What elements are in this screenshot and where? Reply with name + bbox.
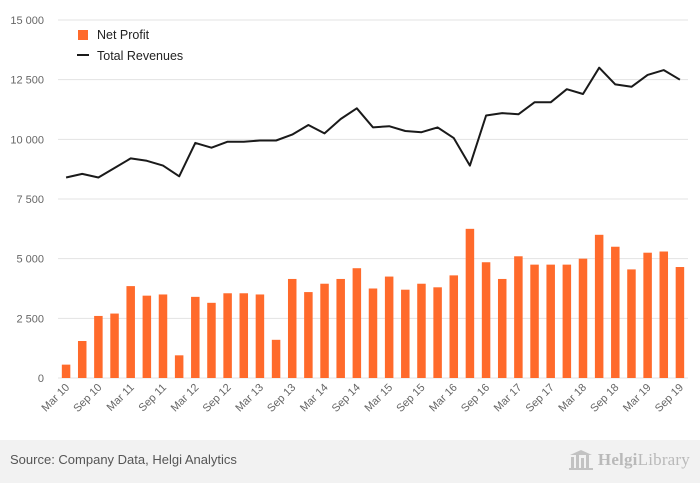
net-profit-bar [126, 286, 135, 378]
y-tick-label: 10 000 [10, 134, 44, 146]
x-tick-label: Mar 17 [492, 382, 525, 415]
net-profit-bar [320, 283, 329, 378]
net-profit-bar [255, 294, 265, 378]
net-profit-bar [94, 315, 103, 378]
x-tick-label: Mar 14 [298, 382, 331, 415]
x-tick-label: Sep 13 [265, 382, 298, 415]
footer: Source: Company Data, Helgi Analytics He… [0, 440, 700, 483]
net-profit-bar [643, 252, 652, 378]
net-profit-bar [530, 264, 539, 378]
net-profit-bar [546, 264, 555, 378]
legend-swatch-net-profit [78, 30, 88, 40]
net-profit-bar [578, 258, 588, 378]
source-note: Source: Company Data, Helgi Analytics [10, 452, 237, 467]
total-revenues-line-layer [65, 66, 681, 179]
net-profit-bar [158, 294, 168, 378]
net-profit-bar [304, 292, 313, 378]
net-profit-bar [514, 256, 523, 378]
legend-label-net-profit: Net Profit [97, 28, 150, 42]
net-profit-bar [191, 296, 200, 378]
helgi-library-logo: HelgiLibrary [568, 449, 690, 471]
x-tick-label: Sep 15 [394, 382, 427, 415]
net-profit-bar [465, 228, 475, 378]
net-profit-bar [481, 262, 491, 378]
net-profit-bar [368, 288, 378, 378]
y-tick-label: 12 500 [10, 75, 44, 87]
x-tick-label: Sep 16 [459, 382, 492, 415]
y-tick-label: 5 000 [16, 254, 44, 266]
x-tick-label: Mar 11 [105, 382, 137, 414]
net-profit-bar [110, 313, 119, 378]
chart-svg: 0 2 500 5 000 7 500 10 000 12 500 15 000 Mar 1… [10, 15, 688, 415]
net-profit-bar [401, 289, 410, 378]
net-profit-bar [417, 283, 426, 378]
net-profit-bar [384, 276, 394, 378]
y-tick-label: 7 500 [16, 194, 44, 206]
net-profit-bar [207, 302, 216, 378]
net-profit-bar [239, 293, 249, 378]
x-axis-ticks: Mar 10 Sep 10 Mar 11 Sep 11 Mar 12 Sep 12 Mar … [39, 382, 686, 415]
net-profit-bar [675, 267, 685, 378]
net-profit-bar [562, 264, 572, 378]
y-tick-label: 0 [38, 373, 44, 385]
legend-label-total-revenues: Total Revenues [97, 49, 183, 63]
x-tick-label: Mar 12 [169, 382, 202, 415]
net-profit-bar [352, 268, 362, 378]
x-tick-label: Sep 18 [588, 382, 621, 415]
brand-bold: Helgi [597, 450, 638, 469]
net-profit-bar [611, 246, 620, 378]
net-profit-bar [627, 269, 636, 378]
net-profit-bar [174, 355, 184, 378]
x-tick-label: Sep 19 [653, 382, 686, 415]
y-tick-label: 15 000 [10, 15, 44, 27]
net-profit-bar [449, 275, 459, 378]
net-profit-bar [433, 287, 442, 378]
x-tick-label: Mar 19 [621, 382, 654, 415]
x-tick-label: Mar 16 [427, 382, 460, 415]
net-profit-bar [142, 295, 152, 378]
net-profit-bar [659, 251, 669, 378]
legend: Net Profit Total Revenues [77, 28, 183, 63]
x-tick-label: Sep 12 [201, 382, 234, 415]
x-tick-label: Mar 13 [233, 382, 266, 415]
net-profit-bar [594, 234, 604, 378]
net-profit-bar [271, 339, 281, 378]
x-tick-label: Sep 17 [524, 382, 557, 415]
y-axis-ticks: 0 2 500 5 000 7 500 10 000 12 500 15 000 [10, 15, 44, 385]
total-revenues-line [65, 66, 681, 179]
net-profit-bar [223, 293, 232, 378]
brand-text: HelgiLibrary [598, 450, 690, 470]
net-profit-bar [61, 364, 71, 378]
net-profit-bar [77, 341, 87, 378]
x-tick-label: Mar 18 [556, 382, 589, 415]
net-profit-bar [336, 278, 345, 378]
x-tick-label: Mar 15 [363, 382, 396, 415]
x-tick-label: Sep 10 [71, 382, 104, 415]
net-profit-bar [497, 278, 507, 378]
net-profit-bar [287, 278, 297, 378]
x-tick-label: Sep 14 [330, 382, 363, 415]
brand-regular: Library [637, 450, 690, 469]
x-tick-label: Mar 10 [39, 382, 72, 415]
x-tick-label: Sep 11 [137, 382, 170, 415]
library-logo-icon [568, 450, 593, 470]
net-profit-bars [61, 228, 685, 378]
chart-area: 0 2 500 5 000 7 500 10 000 12 500 15 000 Mar 1… [10, 15, 688, 415]
y-tick-label: 2 500 [16, 313, 44, 325]
